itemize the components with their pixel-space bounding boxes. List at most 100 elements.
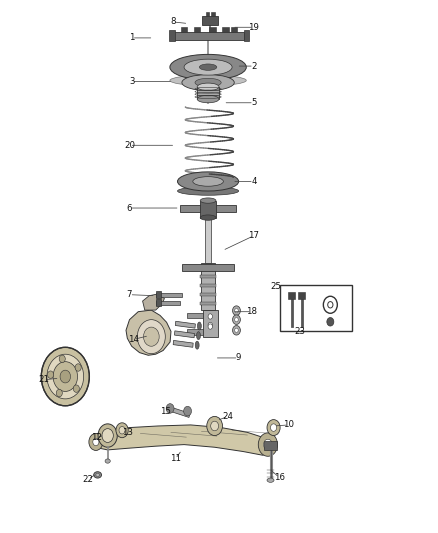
Text: 23: 23 — [294, 327, 305, 336]
Bar — [181, 27, 187, 32]
Ellipse shape — [177, 172, 239, 191]
Text: 15: 15 — [160, 407, 171, 416]
Circle shape — [233, 306, 240, 316]
Circle shape — [328, 302, 333, 308]
Polygon shape — [143, 294, 164, 310]
Text: 7: 7 — [127, 290, 132, 299]
Ellipse shape — [200, 215, 216, 220]
Ellipse shape — [170, 54, 246, 80]
Bar — [200, 284, 216, 287]
Text: 5: 5 — [251, 98, 257, 107]
Circle shape — [258, 433, 278, 456]
Text: 10: 10 — [283, 421, 294, 430]
Bar — [174, 331, 194, 338]
Bar — [170, 30, 175, 41]
Text: 14: 14 — [128, 335, 139, 344]
Circle shape — [264, 439, 272, 450]
Circle shape — [323, 296, 337, 313]
Circle shape — [53, 362, 78, 391]
Circle shape — [98, 424, 117, 447]
Circle shape — [73, 385, 79, 392]
Circle shape — [47, 371, 53, 378]
Bar — [244, 30, 249, 41]
Bar — [205, 217, 211, 263]
Circle shape — [207, 416, 223, 435]
Circle shape — [89, 433, 103, 450]
Circle shape — [59, 355, 65, 362]
Text: 16: 16 — [274, 473, 285, 482]
Circle shape — [211, 421, 219, 431]
Bar — [223, 27, 229, 32]
Bar — [200, 274, 216, 278]
Circle shape — [116, 423, 128, 438]
Bar — [187, 313, 203, 318]
Ellipse shape — [184, 59, 232, 75]
Bar — [298, 292, 305, 300]
Circle shape — [327, 318, 334, 326]
Circle shape — [208, 322, 212, 328]
Bar — [202, 15, 218, 25]
Text: 6: 6 — [127, 204, 132, 213]
Text: 8: 8 — [170, 18, 176, 27]
Bar — [155, 293, 182, 297]
Bar — [172, 32, 244, 39]
Text: 4: 4 — [251, 177, 257, 186]
Ellipse shape — [94, 472, 102, 478]
Bar — [211, 12, 215, 15]
Text: 17: 17 — [248, 231, 259, 240]
Text: 3: 3 — [129, 77, 134, 86]
Bar — [200, 293, 216, 296]
Bar — [155, 292, 161, 298]
Circle shape — [235, 328, 238, 333]
Bar — [155, 301, 180, 305]
Circle shape — [267, 419, 280, 435]
Bar — [200, 302, 216, 305]
Bar — [168, 407, 190, 417]
Text: 22: 22 — [82, 475, 94, 483]
Text: 20: 20 — [124, 141, 135, 150]
Bar — [197, 87, 219, 99]
Circle shape — [144, 327, 159, 346]
Bar — [265, 441, 277, 450]
Circle shape — [93, 438, 99, 446]
Text: 11: 11 — [170, 455, 181, 463]
Circle shape — [208, 324, 212, 329]
Text: 19: 19 — [248, 23, 259, 32]
Ellipse shape — [105, 459, 110, 463]
Bar — [288, 292, 295, 300]
Circle shape — [184, 406, 191, 416]
Text: 18: 18 — [246, 307, 257, 316]
Bar — [180, 205, 237, 212]
Text: 1: 1 — [129, 34, 134, 43]
Bar — [201, 263, 215, 310]
Bar — [194, 27, 200, 32]
Ellipse shape — [267, 478, 274, 482]
Circle shape — [75, 364, 81, 371]
Text: 21: 21 — [39, 375, 50, 384]
Circle shape — [166, 403, 174, 413]
Text: 12: 12 — [91, 433, 102, 442]
Circle shape — [41, 348, 89, 406]
Bar — [280, 285, 352, 332]
Circle shape — [233, 315, 240, 325]
Text: 13: 13 — [122, 428, 133, 437]
Ellipse shape — [195, 78, 221, 87]
Circle shape — [235, 309, 238, 313]
Ellipse shape — [199, 64, 217, 70]
Polygon shape — [126, 310, 171, 356]
Bar — [173, 341, 193, 348]
Text: 25: 25 — [270, 282, 281, 291]
Polygon shape — [90, 425, 276, 455]
Circle shape — [47, 354, 84, 399]
Circle shape — [60, 370, 71, 383]
Ellipse shape — [182, 75, 234, 91]
Bar — [203, 310, 218, 337]
Circle shape — [138, 320, 165, 354]
Bar — [206, 12, 209, 15]
Circle shape — [119, 426, 125, 434]
Ellipse shape — [96, 473, 99, 477]
Bar — [231, 27, 237, 32]
Ellipse shape — [177, 187, 239, 195]
Ellipse shape — [193, 176, 223, 186]
Ellipse shape — [197, 83, 219, 91]
